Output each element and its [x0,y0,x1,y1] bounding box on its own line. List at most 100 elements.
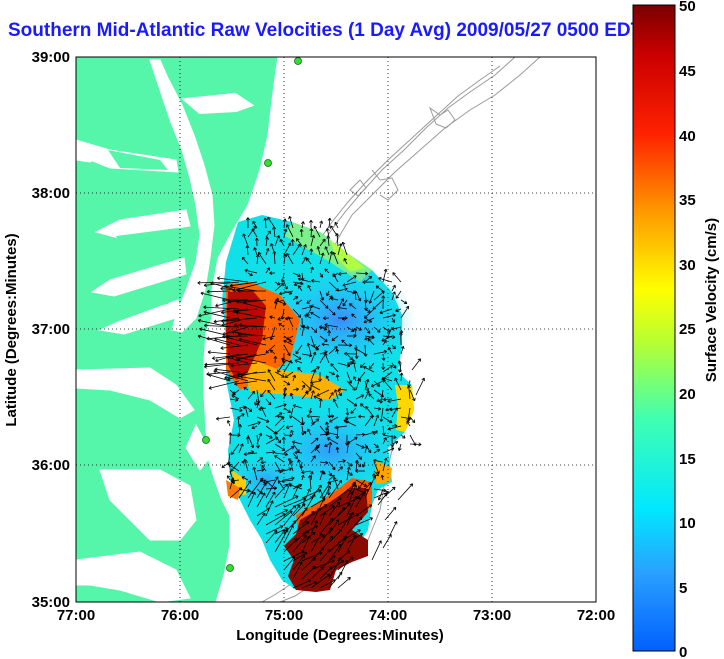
velocity-vector [312,493,316,497]
velocity-vector [290,430,292,434]
velocity-vector [327,480,330,484]
velocity-vector [342,241,346,245]
velocity-vector [346,481,356,499]
velocity-vector [346,533,364,544]
velocity-vector [247,434,254,448]
velocity-vector [286,253,294,265]
velocity-vector [269,500,273,503]
velocity-vector [346,365,350,368]
velocity-vector [367,451,371,453]
velocity-vector [342,304,346,307]
velocity-vector [355,344,358,359]
velocity-vector [256,389,260,404]
velocity-vector [393,314,396,318]
velocity-vector [336,446,340,450]
y-axis-label: Latitude (Degrees:Minutes) [3,233,20,426]
velocity-vector [378,277,393,283]
velocity-vector [294,505,297,509]
colorbar-tick: 10 [679,515,696,532]
velocity-vector [328,415,335,418]
velocity-vector [296,296,299,300]
velocity-vector [215,305,219,308]
velocity-vector [204,362,231,366]
velocity-vector [338,571,343,574]
velocity-vector [391,326,402,330]
velocity-vector [292,244,301,256]
velocity-vector [203,310,207,313]
velocity-vector [350,412,354,414]
map-title: Southern Mid-Atlantic Raw Velocities (1 … [8,20,643,41]
velocity-vector [328,474,335,481]
velocity-vector [327,485,331,488]
velocity-vector [341,242,343,246]
velocity-vector [346,380,356,391]
velocity-vector [324,353,326,357]
velocity-vector [319,527,333,544]
velocity-vector [322,534,325,538]
velocity-vector [289,415,291,419]
velocity-vector [378,449,381,453]
x-axis: 77:00 76:00 75:00 74:00 73:00 72:00 Long… [57,607,615,644]
velocity-vector [250,445,254,449]
velocity-vector [282,303,286,306]
velocity-vector [251,228,258,238]
velocity-vector [270,243,274,246]
velocity-vector [234,380,258,385]
velocity-vector [389,409,393,412]
velocity-vector [324,353,330,364]
velocity-vector [256,432,262,445]
velocity-vector [311,511,315,513]
velocity-vector [292,441,303,445]
station-marker [202,436,210,444]
velocity-vector [313,390,315,394]
velocity-vector [361,492,365,495]
velocity-vector [273,226,276,238]
velocity-vector [319,470,324,481]
velocity-vector [319,378,323,382]
velocity-vector [333,398,337,402]
velocity-vector [264,217,268,221]
velocity-vector [247,391,255,400]
velocity-vector [327,330,330,334]
velocity-vector [232,477,235,481]
velocity-vector [251,425,258,429]
velocity-vector [318,325,322,328]
velocity-vector [361,516,363,520]
velocity-vector [297,366,301,369]
x-tick-label: 76:00 [161,607,199,624]
velocity-vector [391,317,395,323]
velocity-vector [279,290,294,295]
velocity-vector [326,375,330,382]
velocity-vector [360,366,364,368]
velocity-vector [301,221,304,229]
velocity-vector [382,379,393,391]
velocity-vector [281,308,285,320]
velocity-vector [301,256,307,265]
velocity-vector [300,474,304,478]
velocity-vector [290,524,294,528]
velocity-vector [305,244,307,248]
velocity-vector [381,474,385,478]
velocity-vector [237,416,241,420]
velocity-vector [310,498,326,508]
velocity-vector [354,347,357,351]
velocity-vector [286,286,288,290]
velocity-vector [337,389,342,396]
velocity-vector [363,366,375,373]
velocity-vector [280,525,284,529]
velocity-vector [319,299,329,309]
velocity-vector [383,488,387,492]
velocity-vector [381,357,385,361]
velocity-vector [197,335,201,339]
velocity-vector [328,251,333,265]
velocity-vector [307,343,312,355]
velocity-vector [387,426,391,430]
velocity-vector [281,481,285,484]
velocity-vector [296,388,299,392]
velocity-vector [370,383,374,387]
plot-frame [75,56,597,603]
velocity-vector [226,355,230,358]
velocity-vector [310,380,321,384]
velocity-vector [307,521,310,525]
velocity-vector [309,475,312,478]
